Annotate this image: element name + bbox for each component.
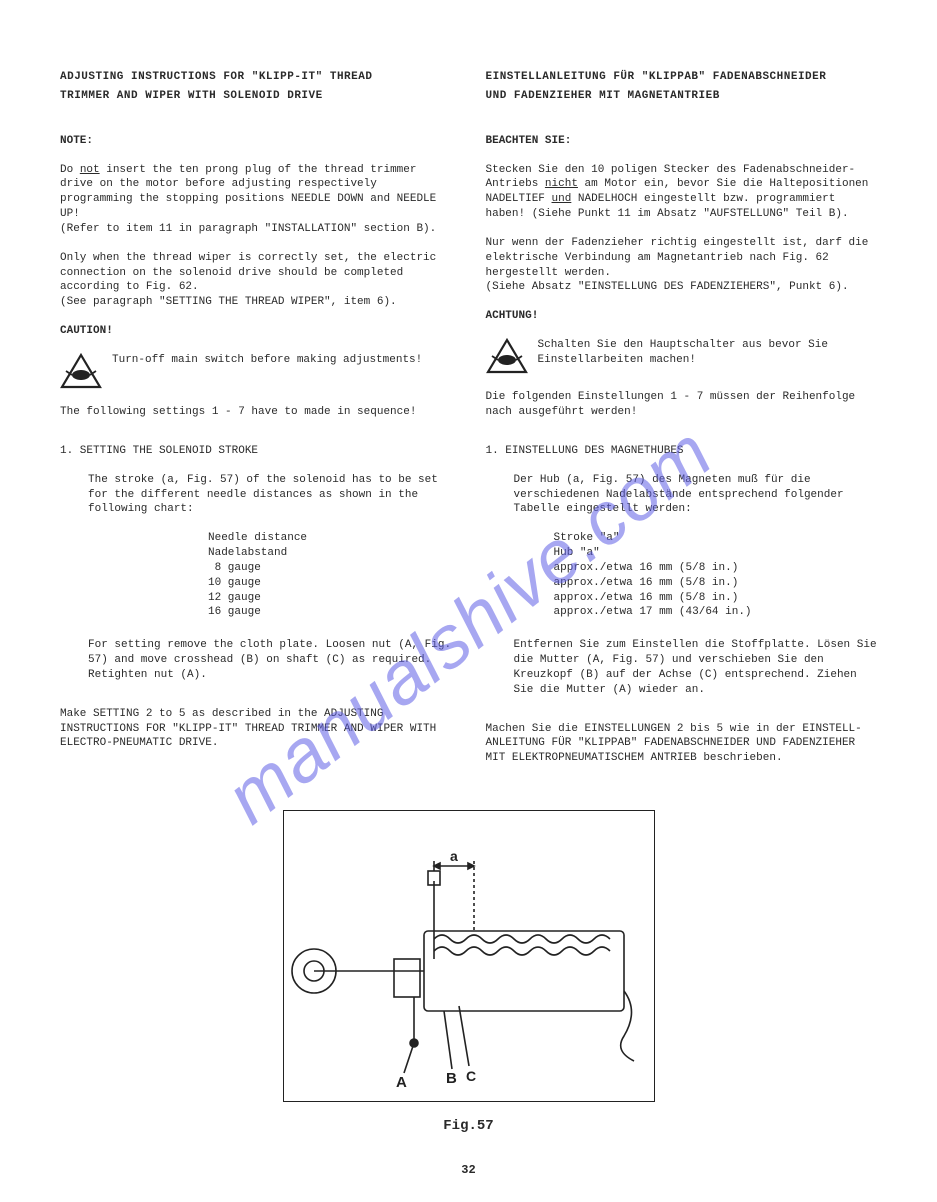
left-final: Make SETTING 2 to 5 as described in the … [60, 707, 452, 752]
text: (See paragraph "SETTING THE THREAD WIPER… [60, 296, 397, 308]
right-caution-heading: ACHTUNG! [486, 309, 878, 324]
right-sequence-note: Die folgenden Einstellungen 1 - 7 müssen… [486, 390, 878, 420]
right-column: EINSTELLANLEITUNG FÜR "KLIPPAB" FADENABS… [486, 70, 878, 780]
right-s1-p2: Entfernen Sie zum Einstellen die Stoffpl… [486, 638, 878, 697]
figure-caption: Fig.57 [60, 1117, 877, 1136]
left-section1-body: The stroke (a, Fig. 57) of the solenoid … [60, 473, 452, 621]
left-title-line1: ADJUSTING INSTRUCTIONS FOR "KLIPP-IT" TH… [60, 70, 452, 85]
figure-57: a A B C [283, 810, 655, 1102]
right-section1-heading: 1. EINSTELLUNG DES MAGNETHUBES [486, 444, 878, 459]
warning-triangle-icon [60, 353, 102, 389]
right-chart: Stroke "a" Hub "a" approx./etwa 16 mm (5… [514, 531, 878, 620]
page-number: 32 [60, 1162, 877, 1178]
right-caution-text: Schalten Sie den Hauptschalter aus bevor… [538, 338, 878, 368]
right-final: Machen Sie die EINSTELLUNGEN 2 bis 5 wie… [486, 722, 878, 767]
left-sequence-note: The following settings 1 - 7 have to mad… [60, 405, 452, 420]
text: (Refer to item 11 in paragraph "INSTALLA… [60, 223, 436, 235]
page: manualshive.com ADJUSTING INSTRUCTIONS F… [0, 0, 937, 1202]
underline-nicht: nicht [545, 178, 578, 190]
right-note-p2: Nur wenn der Fadenzieher richtig eingest… [486, 236, 878, 295]
right-note-heading: BEACHTEN SIE: [486, 134, 878, 149]
left-caution-heading: CAUTION! [60, 324, 452, 339]
right-s1-p1: Der Hub (a, Fig. 57) des Magneten muß fü… [514, 473, 878, 518]
right-title-line2: UND FADENZIEHER MIT MAGNETANTRIEB [486, 89, 878, 104]
two-column-layout: ADJUSTING INSTRUCTIONS FOR "KLIPP-IT" TH… [60, 70, 877, 780]
text: insert the ten prong plug of the thread … [60, 164, 436, 221]
text: Do [60, 164, 80, 176]
fig-label-B: B [446, 1070, 457, 1087]
left-column: ADJUSTING INSTRUCTIONS FOR "KLIPP-IT" TH… [60, 70, 452, 780]
right-caution-row: Schalten Sie den Hauptschalter aus bevor… [486, 338, 878, 374]
fig-label-A: A [396, 1074, 407, 1091]
left-note-heading: NOTE: [60, 134, 452, 149]
text: Only when the thread wiper is correctly … [60, 252, 436, 294]
left-s1-p2: For setting remove the cloth plate. Loos… [60, 638, 452, 683]
fig-label-a: a [450, 848, 458, 864]
left-caution-row: Turn-off main switch before making adjus… [60, 353, 452, 389]
right-title-block: EINSTELLANLEITUNG FÜR "KLIPPAB" FADENABS… [486, 70, 878, 104]
figure-57-wrap: a A B C Fig.57 [60, 810, 877, 1136]
warning-triangle-icon [486, 338, 528, 374]
left-s1-p1: The stroke (a, Fig. 57) of the solenoid … [88, 473, 452, 518]
underline-not: not [80, 164, 100, 176]
left-caution-text: Turn-off main switch before making adjus… [112, 353, 422, 368]
underline-und: und [552, 193, 572, 205]
right-section1-body: Der Hub (a, Fig. 57) des Magneten muß fü… [486, 473, 878, 621]
fig-label-C: C [466, 1068, 476, 1084]
text: (Siehe Absatz "EINSTELLUNG DES FADENZIEH… [486, 281, 849, 293]
left-note-p2: Only when the thread wiper is correctly … [60, 251, 452, 310]
left-note-p1: Do not insert the ten prong plug of the … [60, 163, 452, 237]
figure-57-svg: a A B C [284, 811, 654, 1101]
right-title-line1: EINSTELLANLEITUNG FÜR "KLIPPAB" FADENABS… [486, 70, 878, 85]
left-title-block: ADJUSTING INSTRUCTIONS FOR "KLIPP-IT" TH… [60, 70, 452, 104]
right-note-p1: Stecken Sie den 10 poligen Stecker des F… [486, 163, 878, 222]
text: Nur wenn der Fadenzieher richtig eingest… [486, 237, 869, 279]
left-title-line2: TRIMMER AND WIPER WITH SOLENOID DRIVE [60, 89, 452, 104]
left-section1-heading: 1. SETTING THE SOLENOID STROKE [60, 444, 452, 459]
left-chart: Needle distance Nadelabstand 8 gauge 10 … [88, 531, 452, 620]
